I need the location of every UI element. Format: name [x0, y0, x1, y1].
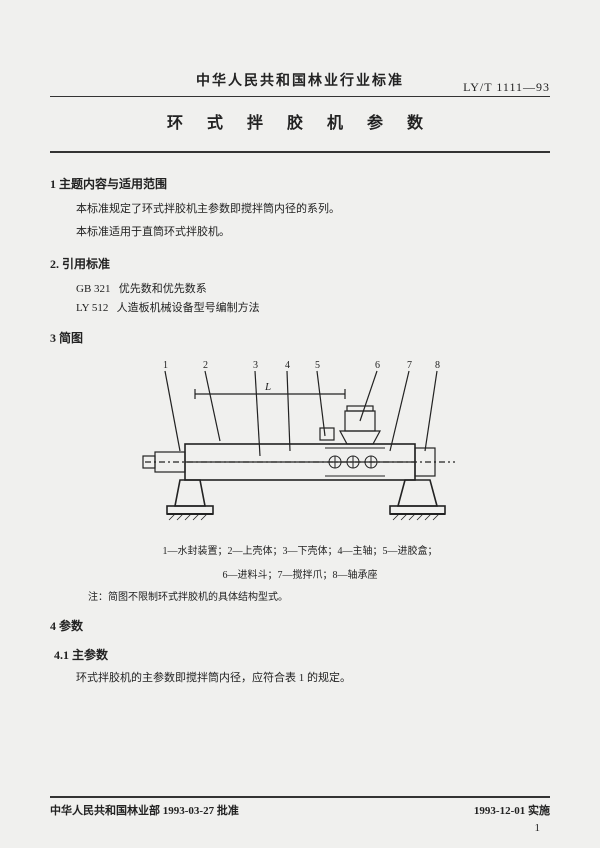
- page-content: 中华人民共和国林业行业标准 LY/T 1111—93 环 式 拌 胶 机 参 数…: [50, 40, 550, 818]
- label-5: 5: [315, 360, 320, 371]
- ref2-code: LY 512: [76, 302, 108, 314]
- label-7: 7: [407, 360, 412, 371]
- issuing-org: 中华人民共和国林业行业标准: [196, 70, 404, 90]
- label-4: 4: [285, 360, 290, 371]
- reference-1: GB 321 优先数和优先数系: [76, 280, 550, 296]
- standard-code: LY/T 1111—93: [463, 80, 550, 95]
- section-1-p1: 本标准规定了环式拌胶机主参数即搅拌筒内径的系列。: [76, 200, 550, 219]
- section-3-heading: 3 简图: [50, 329, 550, 346]
- section-4-1-p1: 环式拌胶机的主参数即搅拌筒内径，应符合表 1 的规定。: [76, 669, 550, 688]
- ref1-title: 优先数和优先数系: [119, 283, 207, 295]
- section-4-heading: 4 参数: [50, 617, 550, 634]
- diagram-caption-2: 6—进料斗；7—搅拌爪；8—轴承座: [50, 568, 550, 584]
- label-3: 3: [253, 360, 258, 371]
- section-1-heading: 1 主题内容与适用范围: [50, 175, 550, 192]
- label-6: 6: [375, 360, 380, 371]
- header-rule: [50, 96, 550, 97]
- diagram-caption-1: 1—水封装置；2—上壳体；3—下壳体；4—主轴；5—进胶盒；: [50, 544, 550, 560]
- approval-text: 中华人民共和国林业部 1993-03-27 批准: [50, 802, 239, 818]
- section-1-p2: 本标准适用于直筒环式拌胶机。: [76, 223, 550, 242]
- dim-L: L: [264, 381, 271, 393]
- section-2-heading: 2. 引用标准: [50, 255, 550, 272]
- reference-2: LY 512 人造板机械设备型号编制方法: [76, 299, 550, 315]
- effective-text: 1993-12-01 实施: [474, 802, 550, 818]
- diagram-note: 注：简图不限制环式拌胶机的具体结构型式。: [88, 588, 550, 603]
- title-rule: [50, 151, 550, 153]
- ref1-code: GB 321: [76, 283, 111, 295]
- diagram-svg: 1 2 3 4 5 6 7 8 L: [125, 356, 475, 536]
- document-title: 环 式 拌 胶 机 参 数: [50, 109, 550, 133]
- footer-rule: [50, 796, 550, 798]
- ref2-title: 人造板机械设备型号编制方法: [117, 302, 260, 314]
- page-footer: 中华人民共和国林业部 1993-03-27 批准 1993-12-01 实施 1: [50, 796, 550, 818]
- section-4-1-heading: 4.1 主参数: [54, 646, 550, 663]
- machine-diagram: 1 2 3 4 5 6 7 8 L: [125, 356, 475, 536]
- label-1: 1: [163, 360, 168, 371]
- label-2: 2: [203, 360, 208, 371]
- document-header: 中华人民共和国林业行业标准 LY/T 1111—93 环 式 拌 胶 机 参 数: [50, 40, 550, 153]
- page-number: 1: [535, 822, 541, 834]
- label-8: 8: [435, 360, 440, 371]
